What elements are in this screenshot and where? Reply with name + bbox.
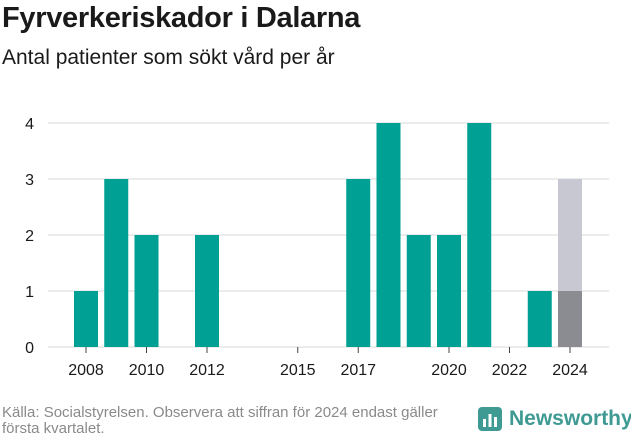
x-tick-label: 2010 bbox=[129, 362, 165, 379]
gridlines bbox=[48, 122, 609, 348]
bar-2024 bbox=[558, 291, 582, 347]
chart-subtitle: Antal patienter som sökt vård per år bbox=[2, 46, 335, 69]
bar-2019 bbox=[406, 235, 431, 347]
bar-2023 bbox=[527, 291, 552, 347]
source-footnote: Källa: Socialstyrelsen. Observera att si… bbox=[2, 404, 438, 437]
bar-2017 bbox=[346, 179, 371, 347]
bar-2018 bbox=[376, 123, 401, 347]
bar-2008 bbox=[74, 291, 98, 347]
y-tick-label: 3 bbox=[25, 172, 34, 189]
y-tick-label: 0 bbox=[25, 340, 34, 357]
bar-2010 bbox=[134, 235, 159, 347]
y-tick-label: 1 bbox=[25, 284, 34, 301]
chart-title: Fyrverkeriskador i Dalarna bbox=[2, 2, 361, 34]
x-tick-label: 2020 bbox=[431, 362, 467, 379]
x-tick-label: 2024 bbox=[552, 362, 588, 379]
bar-chart: 0 1 2 3 4 2008 2010 2012 2015 2017 2020 2022 2024 bbox=[25, 116, 609, 379]
x-tick-label: 2015 bbox=[280, 362, 316, 379]
x-tick-label: 2022 bbox=[492, 362, 528, 379]
brand-name: Newsworthy bbox=[509, 407, 631, 430]
bar-2021 bbox=[467, 123, 492, 347]
x-tick-label: 2012 bbox=[189, 362, 225, 379]
y-tick-label: 2 bbox=[25, 228, 34, 245]
bar-chart-logo-icon bbox=[478, 407, 502, 431]
bar-2012 bbox=[195, 235, 219, 347]
x-axis-ticks: 2008 2010 2012 2015 2017 2020 2022 2024 bbox=[68, 347, 588, 379]
bar-2020 bbox=[437, 235, 461, 347]
bar-2009 bbox=[104, 179, 129, 347]
y-tick-label: 4 bbox=[25, 116, 34, 133]
bars bbox=[74, 123, 582, 347]
x-tick-label: 2017 bbox=[340, 362, 376, 379]
y-axis-ticks: 0 1 2 3 4 bbox=[25, 116, 34, 357]
newsworthy-logo[interactable]: Newsworthy bbox=[477, 406, 631, 432]
x-tick-label: 2008 bbox=[68, 362, 104, 379]
